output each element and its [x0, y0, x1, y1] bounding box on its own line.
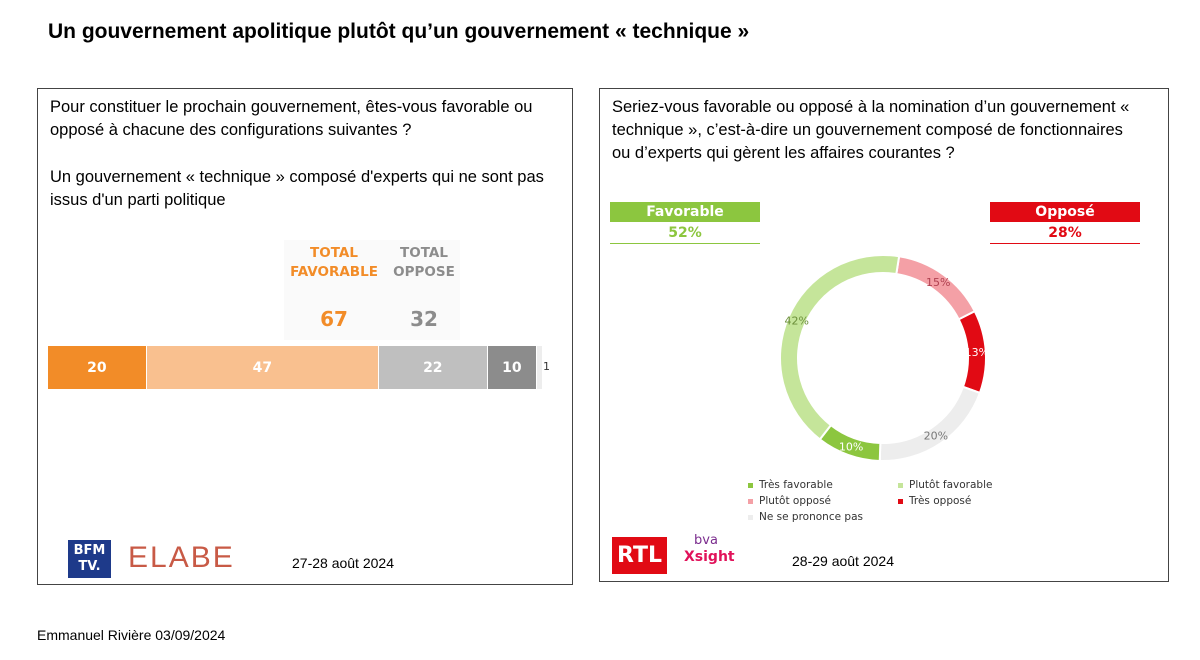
donut-slice-label: 20%: [924, 430, 948, 443]
bar-segment-ne-se-prononce-pas: [537, 346, 542, 389]
bva-xsight-logo: bva Xsight: [680, 533, 750, 577]
oppose-group-value: 28%: [990, 222, 1140, 244]
right-panel: Seriez-vous favorable ou opposé à la nom…: [599, 88, 1169, 582]
legend-swatch: [748, 498, 753, 504]
favorable-group-label: Favorable: [610, 202, 760, 222]
legend-swatch: [898, 482, 903, 488]
legend-label: Plutôt favorable: [909, 479, 993, 491]
donut-slice-label: 15%: [926, 276, 950, 289]
favorable-group-value: 52%: [610, 222, 760, 244]
footer-author: Emmanuel Rivière 03/09/2024: [37, 627, 226, 643]
total-favorable-label: TOTAL FAVORABLE: [290, 245, 378, 280]
total-favorable-value: 67: [320, 307, 348, 331]
rtl-logo: RTL: [612, 537, 667, 574]
legend-swatch: [898, 498, 903, 504]
left-question-item: Un gouvernement « technique » composé d'…: [50, 168, 544, 209]
donut-slice-plut-t-favorable: [779, 254, 901, 441]
total-oppose-value: 32: [410, 307, 438, 331]
bar-segment-tr-s-favorable: 20: [48, 346, 146, 389]
totals-background: [284, 240, 460, 340]
legend-item: Ne se prononce pas: [748, 511, 863, 523]
bar-segment-plut-t-favorable: 47: [146, 346, 378, 389]
legend-label: Plutôt opposé: [759, 495, 832, 507]
page-title: Un gouvernement apolitique plutôt qu’un …: [48, 20, 750, 43]
bva-logo-text: bva: [694, 533, 718, 548]
legend-label: Très favorable: [759, 479, 833, 491]
oppose-group: Opposé 28%: [990, 202, 1140, 244]
donut-slice-ne-se-prononce-pas: [878, 385, 982, 462]
donut-slice-label: 10%: [839, 440, 863, 453]
donut-chart: 15% 13% 20% 10% 42%: [779, 254, 989, 462]
legend-item: Très favorable: [748, 479, 833, 491]
donut-slice-label: 13%: [965, 346, 989, 359]
legend-item: Très opposé: [898, 495, 971, 507]
xsight-logo-text: Xsight: [684, 549, 735, 565]
legend-swatch: [748, 514, 753, 520]
bar-segment-plut-t-oppos-: 22: [378, 346, 487, 389]
legend-swatch: [748, 482, 753, 488]
bfmtv-logo: BFM TV.: [68, 540, 111, 578]
legend-label: Très opposé: [909, 495, 972, 507]
left-survey-date: 27-28 août 2024: [292, 555, 394, 571]
left-question-intro: Pour constituer le prochain gouvernement…: [50, 98, 533, 139]
total-oppose-label: TOTAL OPPOSE: [393, 245, 455, 280]
legend-item: Plutôt favorable: [898, 479, 992, 491]
favorable-group: Favorable 52%: [610, 202, 760, 244]
right-question: Seriez-vous favorable ou opposé à la nom…: [612, 98, 1130, 162]
right-survey-date: 28-29 août 2024: [792, 553, 894, 569]
oppose-group-label: Opposé: [990, 202, 1140, 222]
stacked-bar-chart: 20 47 22 10: [48, 346, 542, 389]
bar-segment-label-small: 1: [543, 360, 550, 373]
donut-slice-label: 42%: [785, 315, 809, 328]
bar-segment-tr-s-oppos-: 10: [487, 346, 537, 389]
legend-label: Ne se prononce pas: [759, 511, 863, 523]
elabe-logo: ELABE: [128, 541, 235, 574]
left-panel: Pour constituer le prochain gouvernement…: [37, 88, 573, 585]
legend-item: Plutôt opposé: [748, 495, 831, 507]
